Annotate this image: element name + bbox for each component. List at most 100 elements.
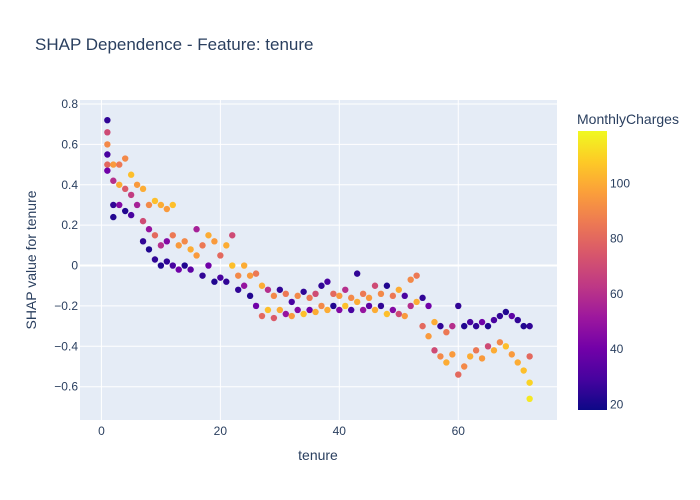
data-point	[127, 171, 135, 178]
data-point	[116, 181, 123, 188]
data-point	[258, 312, 266, 320]
data-point	[270, 314, 278, 322]
data-point	[282, 290, 289, 298]
data-point	[187, 246, 194, 253]
data-point	[282, 310, 289, 318]
data-point	[336, 292, 343, 300]
data-point	[419, 294, 426, 302]
colorbar	[578, 131, 607, 410]
data-point	[383, 282, 391, 289]
data-point	[193, 226, 200, 233]
data-point	[264, 286, 272, 293]
data-point	[169, 232, 176, 239]
data-point	[472, 322, 480, 330]
data-point	[478, 318, 486, 326]
x-tick-labels: 0 20 40 60	[98, 424, 465, 438]
data-point	[151, 256, 159, 263]
data-point	[264, 306, 272, 314]
data-point	[217, 274, 224, 281]
data-point	[365, 294, 373, 302]
data-point	[246, 272, 254, 279]
data-point	[300, 310, 307, 318]
data-point	[413, 272, 420, 279]
data-point	[122, 185, 129, 193]
data-point	[407, 276, 414, 283]
data-point	[401, 312, 408, 320]
data-point	[151, 232, 159, 239]
data-point	[139, 217, 147, 225]
y-tick-label: −0.2	[54, 299, 78, 313]
data-point	[472, 347, 480, 354]
data-point	[110, 213, 117, 221]
y-tick-label: 0.6	[61, 137, 78, 151]
x-tick-label: 20	[214, 424, 228, 438]
data-point	[223, 242, 230, 249]
data-point	[449, 322, 456, 330]
data-point	[199, 272, 206, 279]
data-point	[193, 252, 200, 259]
data-point	[235, 286, 242, 293]
data-point	[306, 306, 313, 314]
data-point	[181, 262, 188, 269]
x-tick-label: 0	[98, 424, 105, 438]
data-point	[252, 270, 260, 277]
plot-area	[80, 100, 557, 420]
data-point	[122, 155, 129, 162]
data-point	[348, 306, 355, 314]
data-point	[413, 298, 420, 306]
data-point	[461, 322, 468, 330]
data-point	[133, 181, 141, 188]
data-point	[496, 312, 504, 320]
data-point	[145, 201, 153, 209]
data-point	[389, 306, 397, 314]
data-point	[312, 308, 319, 316]
data-point	[104, 141, 111, 148]
data-point	[330, 302, 337, 310]
data-point	[508, 351, 515, 358]
y-tick-label: 0.8	[61, 97, 78, 111]
data-point	[377, 302, 385, 310]
data-point	[270, 292, 278, 300]
data-point	[127, 211, 135, 219]
colorbar-tick-labels: 20 40 60 80 100	[610, 176, 630, 411]
data-point	[288, 298, 295, 306]
data-point	[508, 312, 515, 320]
data-point	[353, 298, 361, 306]
data-point	[377, 290, 385, 298]
data-point	[110, 201, 117, 209]
data-point	[104, 167, 111, 174]
data-point	[318, 282, 325, 289]
data-point	[104, 116, 111, 124]
data-point	[116, 201, 123, 209]
colorbar-tick-label: 100	[610, 176, 630, 190]
y-tick-label: −0.4	[54, 339, 78, 353]
data-point	[365, 302, 373, 310]
data-point	[294, 306, 301, 314]
data-point	[407, 302, 414, 310]
x-tick-label: 40	[333, 424, 347, 438]
data-point	[235, 272, 242, 279]
data-point	[431, 318, 438, 326]
chart-title: SHAP Dependence - Feature: tenure	[35, 35, 313, 54]
data-point	[104, 151, 111, 158]
data-point	[169, 262, 176, 269]
data-point	[514, 359, 521, 366]
scatter-points	[104, 116, 533, 403]
data-point	[455, 302, 462, 310]
data-point	[526, 379, 533, 386]
data-point	[294, 292, 301, 300]
data-point	[425, 333, 432, 340]
data-point	[229, 232, 236, 239]
data-point	[443, 328, 450, 336]
data-point	[306, 294, 313, 302]
data-point	[145, 226, 153, 233]
data-point	[175, 242, 182, 249]
data-point	[496, 339, 504, 346]
data-point	[502, 308, 510, 316]
data-point	[371, 282, 379, 289]
data-point	[127, 191, 135, 199]
y-tick-label: −0.6	[54, 380, 78, 394]
data-point	[455, 371, 462, 378]
data-point	[223, 278, 230, 285]
